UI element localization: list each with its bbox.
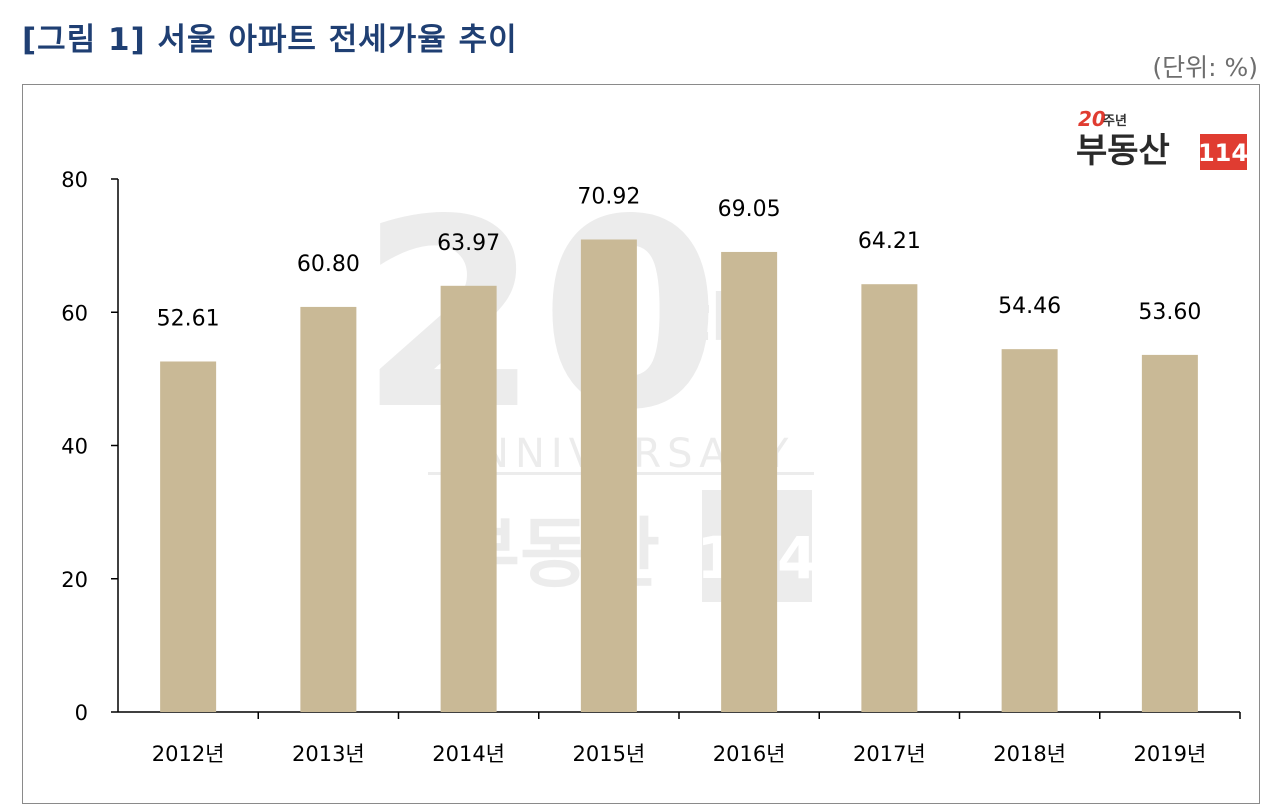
bar-2016년 — [721, 251, 778, 712]
logo-brand-text: 부동산 — [1076, 131, 1170, 171]
bar-2015년 — [580, 239, 637, 713]
bar-2018년 — [1001, 349, 1058, 712]
unit-label: (단위: %) — [1152, 53, 1258, 82]
data-label: 53.60 — [1138, 300, 1201, 325]
y-tick-label: 80 — [61, 168, 88, 192]
x-axis-ticks — [257, 712, 1241, 719]
data-label: 69.05 — [718, 197, 781, 222]
bar-2019년 — [1141, 354, 1198, 712]
x-category-label: 2019년 — [1133, 742, 1206, 766]
logo-badge-text: 주년 — [1103, 114, 1127, 129]
y-tick-label: 20 — [61, 568, 88, 592]
value-labels: 52.61 60.80 63.97 70.92 69.05 64.21 54.46 53.60 — [157, 184, 1202, 331]
data-label: 54.46 — [998, 294, 1061, 319]
bar-2013년 — [300, 306, 357, 712]
brand-logo: 20 주년 부동산 114 — [1076, 107, 1248, 171]
x-category-label: 2012년 — [152, 742, 225, 766]
bar-2017년 — [861, 284, 918, 712]
category-labels: 2012년 2013년 2014년 2015년 2016년 2017년 2018년 2019년 — [152, 742, 1207, 766]
y-tick-label: 0 — [75, 701, 88, 725]
bars — [160, 239, 1198, 713]
watermark-number: 20 — [359, 165, 721, 467]
x-category-label: 2015년 — [572, 742, 645, 766]
x-category-label: 2014년 — [432, 742, 505, 766]
y-axis-ticks: 0 20 40 60 80 — [61, 168, 118, 725]
x-category-label: 2017년 — [853, 742, 926, 766]
y-tick-label: 60 — [61, 301, 88, 325]
figure-title: [그림 1] 서울 아파트 전세가율 추이 — [22, 22, 518, 58]
logo-brand-number: 114 — [1198, 139, 1248, 167]
x-category-label: 2018년 — [993, 742, 1066, 766]
x-category-label: 2013년 — [292, 742, 365, 766]
x-category-label: 2016년 — [713, 742, 786, 766]
data-label: 64.21 — [858, 229, 921, 254]
y-tick-label: 40 — [61, 435, 88, 459]
logo-badge-number: 20 — [1078, 107, 1106, 131]
data-label: 63.97 — [437, 231, 500, 256]
data-label: 52.61 — [157, 306, 220, 331]
bar-2012년 — [160, 361, 217, 712]
data-label: 70.92 — [577, 184, 640, 209]
data-label: 60.80 — [297, 252, 360, 277]
logo-number-box — [1200, 134, 1247, 170]
bar-2014년 — [440, 285, 497, 712]
